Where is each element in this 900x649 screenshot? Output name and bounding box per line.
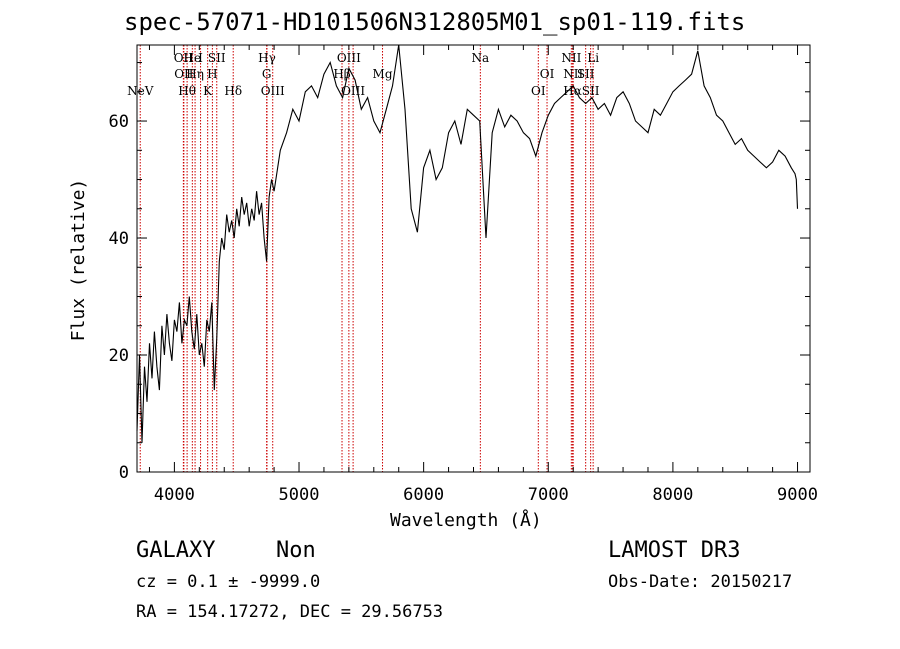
object-class: GALAXY bbox=[136, 538, 216, 563]
line-marker-labels: NeV OII OII Hθ He Hη I KH SII Hδ Hγ G OIII OIII Hβ OIII… bbox=[127, 51, 600, 98]
line-marker-label: OII bbox=[174, 67, 194, 81]
line-marker-label: H bbox=[207, 67, 217, 81]
chart-title: spec-57071-HD101506N312805M01_sp01-119.f… bbox=[124, 8, 746, 36]
line-marker-label: NII bbox=[561, 51, 581, 65]
line-marker-label: SII bbox=[208, 51, 226, 65]
line-marker-label: Hβ bbox=[333, 67, 350, 81]
line-marker-label: OIII bbox=[341, 84, 365, 98]
line-marker-label: OI bbox=[540, 67, 555, 81]
x-axis-label: Wavelength (Å) bbox=[390, 510, 542, 531]
line-marker-label: OIII bbox=[261, 84, 285, 98]
obs-date: Obs-Date: 20150217 bbox=[608, 572, 793, 592]
line-marker-label: G bbox=[262, 67, 272, 81]
tick-labels: 4000 5000 6000 7000 8000 9000 0 20 40 60 bbox=[109, 112, 818, 505]
x-tick-label: 8000 bbox=[652, 485, 693, 505]
line-marker-label: I bbox=[198, 51, 203, 65]
y-tick-label: 0 bbox=[119, 463, 129, 483]
line-marker-label: K bbox=[203, 84, 213, 98]
y-tick-label: 60 bbox=[109, 112, 129, 132]
line-marker-label: Na bbox=[472, 51, 490, 65]
line-marker-label: Hα bbox=[563, 84, 582, 98]
object-subclass: Non bbox=[276, 538, 316, 563]
x-tick-label: 7000 bbox=[528, 485, 569, 505]
line-marker-label: He bbox=[184, 51, 202, 65]
line-marker-label: SII bbox=[577, 67, 595, 81]
line-marker-label: Hγ bbox=[258, 51, 276, 65]
y-axis-label: Flux (relative) bbox=[68, 178, 89, 342]
line-marker-label: Hη bbox=[186, 67, 204, 81]
line-markers bbox=[139, 45, 594, 472]
spectrum-line bbox=[136, 44, 799, 443]
coordinates: RA = 154.17272, DEC = 29.56753 bbox=[136, 602, 444, 622]
x-tick-label: 6000 bbox=[403, 485, 444, 505]
y-tick-label: 40 bbox=[109, 229, 129, 249]
y-tick-label: 20 bbox=[109, 346, 129, 366]
line-marker-label: NeV bbox=[127, 84, 154, 98]
line-marker-label: Hδ bbox=[224, 84, 242, 98]
axis-ticks bbox=[137, 45, 810, 473]
line-marker-label: SII bbox=[582, 84, 600, 98]
redshift-readout: cz = 0.1 ± -9999.0 bbox=[136, 572, 321, 592]
line-marker-label: NII bbox=[563, 67, 583, 81]
line-marker-label: OIII bbox=[337, 51, 361, 65]
survey-name: LAMOST DR3 bbox=[608, 538, 741, 563]
line-marker-label: OI bbox=[531, 84, 546, 98]
x-tick-label: 9000 bbox=[777, 485, 818, 505]
x-tick-label: 4000 bbox=[154, 485, 195, 505]
plot-frame bbox=[136, 44, 811, 473]
line-marker-label: OII bbox=[174, 51, 194, 65]
line-marker-label: Li bbox=[587, 51, 599, 65]
line-marker-label: Mg bbox=[373, 67, 393, 81]
line-marker-label: Hθ bbox=[178, 84, 196, 98]
x-tick-label: 5000 bbox=[279, 485, 320, 505]
